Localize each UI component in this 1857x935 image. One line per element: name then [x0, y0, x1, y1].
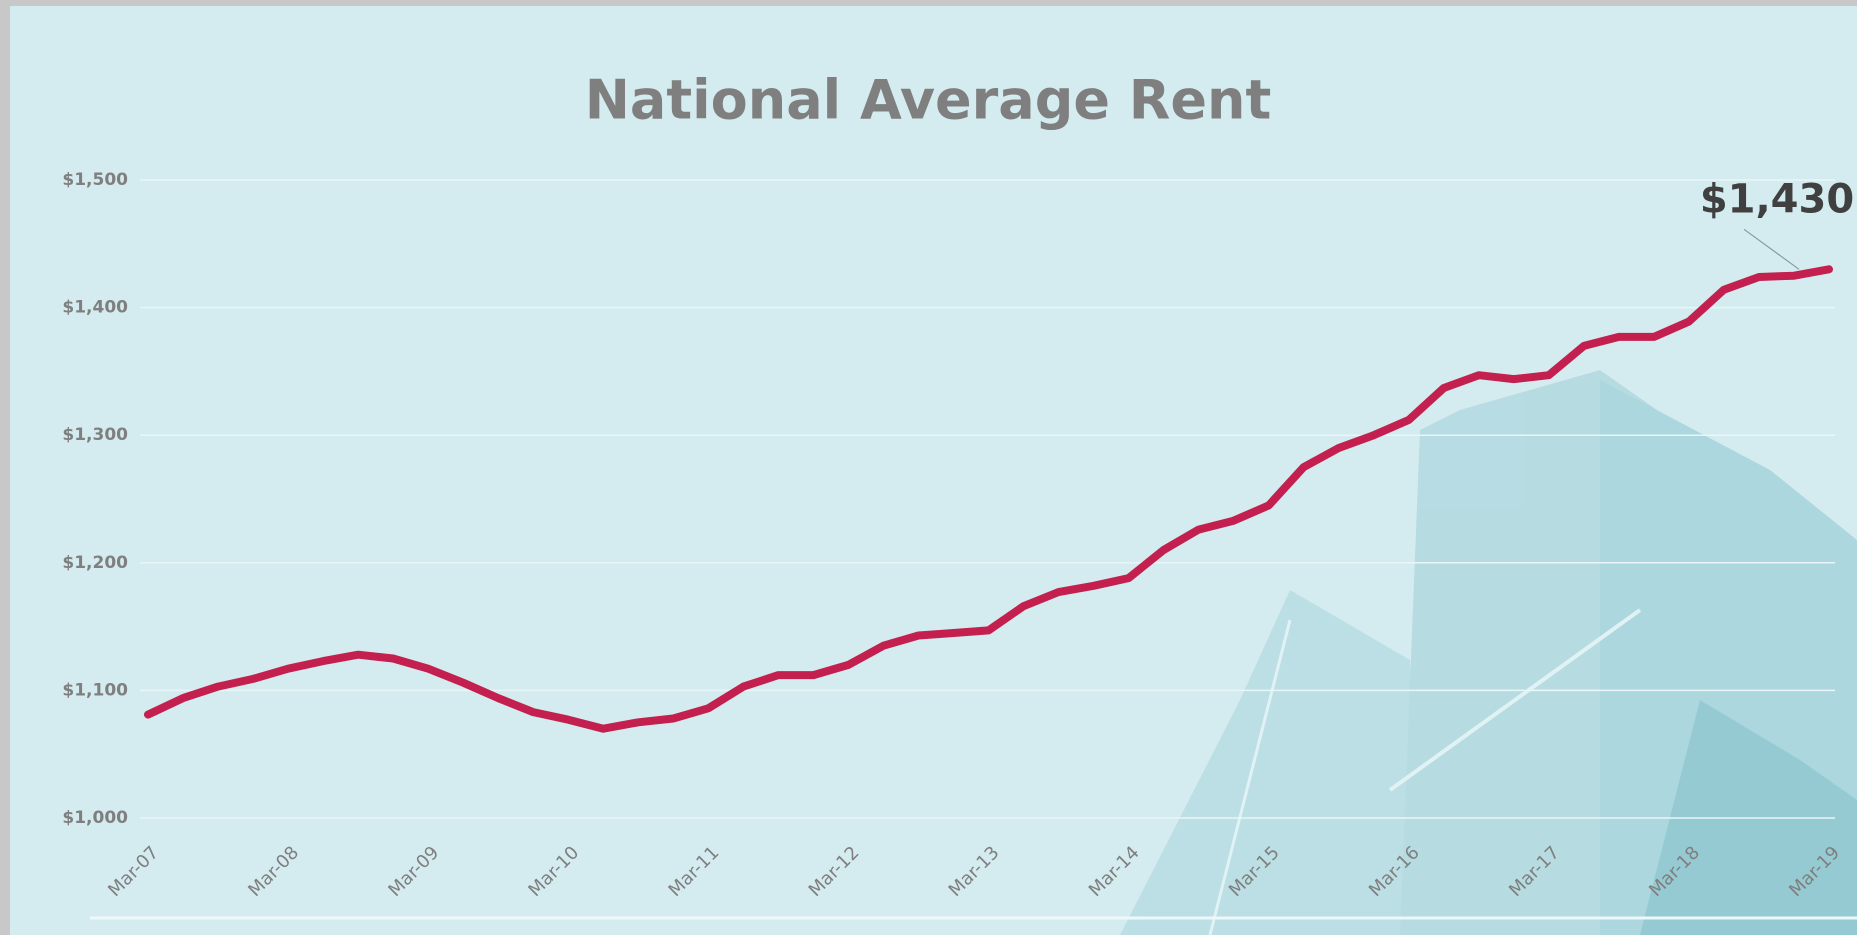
data-label: $1,430	[1700, 176, 1854, 222]
y-tick-label: $1,300	[62, 425, 128, 445]
y-tick-label: $1,200	[62, 553, 128, 573]
label-leader	[1743, 228, 1800, 270]
y-tick-label: $1,000	[62, 808, 128, 828]
y-tick-label: $1,100	[62, 680, 128, 700]
y-tick-label: $1,400	[62, 298, 128, 318]
chart-title: National Average Rent	[585, 69, 1272, 132]
y-tick-label: $1,500	[62, 170, 128, 190]
building-decoration	[1120, 370, 1857, 935]
rent-line	[144, 265, 1833, 733]
